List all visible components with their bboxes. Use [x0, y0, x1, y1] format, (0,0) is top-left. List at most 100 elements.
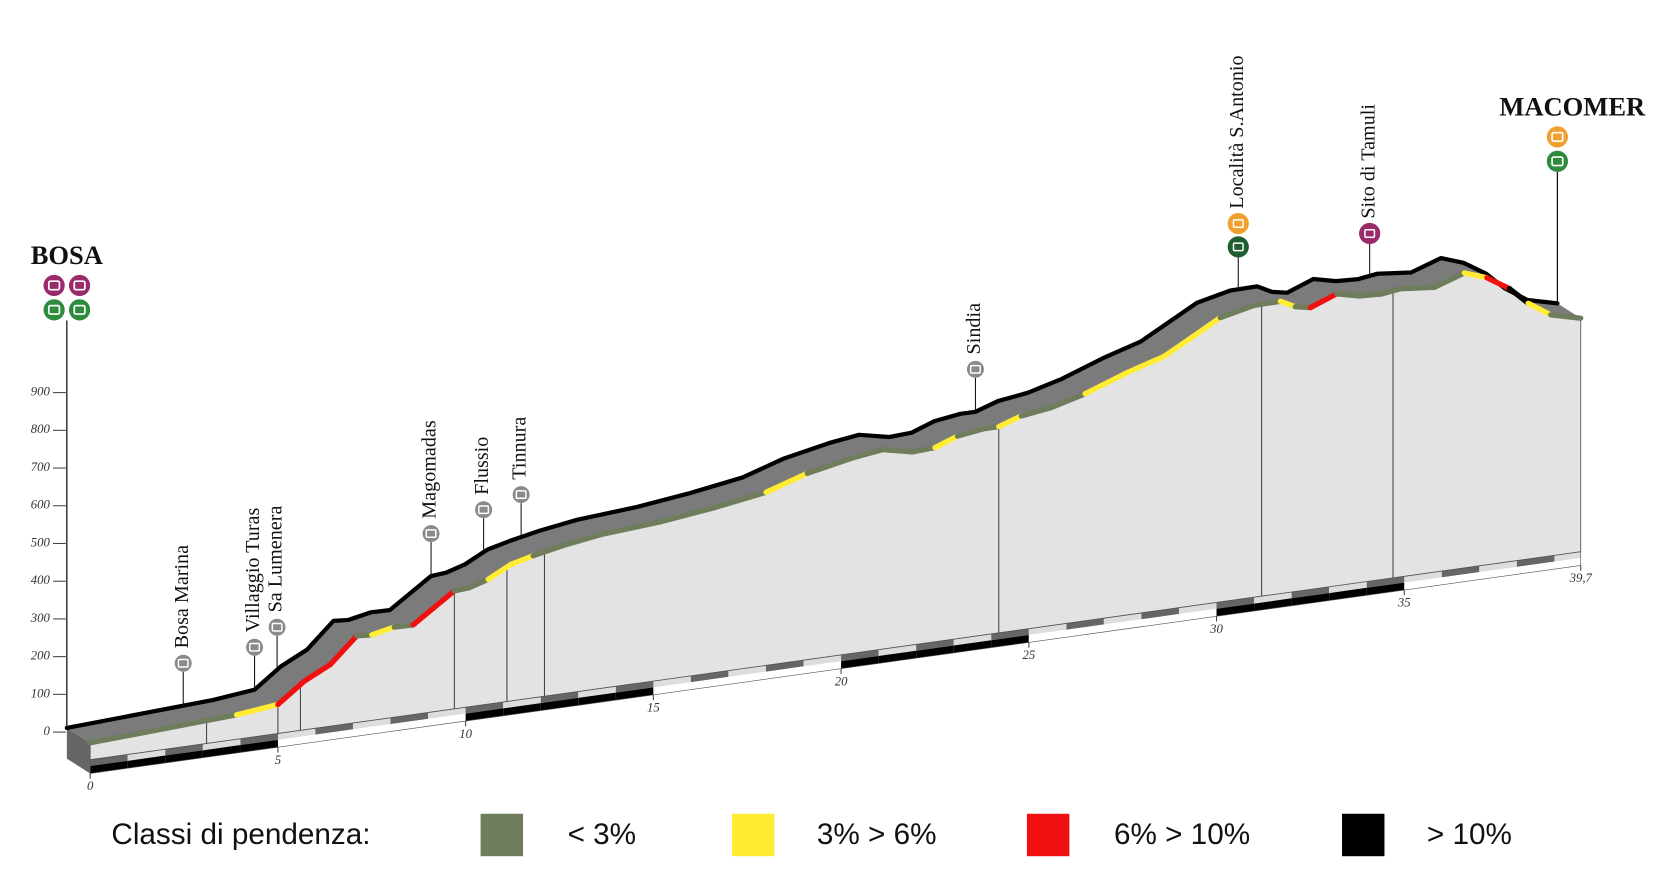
slope-segment [763, 470, 810, 495]
y-tick-label: 500 [31, 535, 51, 549]
ruler-band [878, 650, 917, 664]
ruler-band [1404, 577, 1442, 591]
waypoint-major-label: MACOMER [1499, 91, 1646, 121]
waypoint-icon [512, 486, 530, 504]
waypoint-icon-glyph [177, 658, 189, 668]
waypoint-icon [246, 638, 264, 656]
ruler-band [1103, 612, 1142, 625]
waypoint-icon [1546, 150, 1569, 172]
ruler-band [991, 635, 1029, 648]
ruler-band [1516, 561, 1555, 575]
ruler-band [315, 722, 353, 735]
x-tick-label: 39,7 [1569, 571, 1593, 585]
ruler-band [728, 671, 766, 685]
y-tick-label: 0 [44, 724, 51, 738]
waypoint-icon [68, 299, 91, 321]
legend-label: 6% > 10% [1114, 818, 1250, 851]
waypoint-icon-glyph [73, 304, 86, 315]
slope-segment [1506, 285, 1531, 306]
slope-segment [530, 542, 566, 559]
waypoint-icon [1227, 236, 1249, 258]
ruler-band [202, 738, 241, 751]
slope-segment [233, 701, 281, 718]
ruler-band [165, 750, 203, 763]
ruler-band [1366, 576, 1405, 588]
waypoint-icon-glyph [47, 280, 61, 291]
slope-segment [369, 624, 397, 638]
ruler-band [127, 749, 166, 761]
slope-segment [87, 712, 240, 746]
profile-back-edge [64, 255, 1560, 731]
ruler-band [803, 661, 842, 674]
slope-segment [1187, 314, 1223, 342]
ruler-band [1329, 581, 1367, 594]
ruler-band [878, 644, 917, 657]
slope-segment [485, 561, 514, 583]
slope-segment [1018, 404, 1054, 419]
ruler-band [690, 676, 729, 690]
slope-segment [1548, 312, 1584, 321]
slope-segment [658, 505, 717, 525]
slope-segment [909, 444, 938, 455]
slope-segment [598, 519, 664, 538]
waypoint-icon-glyph [271, 622, 283, 632]
x-tick-label: 5 [275, 753, 281, 767]
ruler-band [1479, 560, 1517, 573]
legend-title: Classi di pendenza: [111, 818, 370, 851]
profile-side [66, 727, 91, 774]
ruler-band [991, 628, 1029, 641]
slope-segment [996, 413, 1024, 430]
ruler-band [90, 754, 128, 767]
slope-segment [710, 489, 769, 511]
ruler-band [1141, 614, 1179, 627]
waypoint-label: Tinnura [509, 417, 531, 480]
y-tick-label: 900 [31, 385, 51, 399]
ruler-band [1178, 608, 1217, 622]
ruler-band [428, 707, 466, 719]
ruler-band [1329, 587, 1367, 601]
ruler-band [615, 681, 654, 693]
ruler-band [465, 708, 504, 722]
ruler-band [841, 649, 879, 662]
ruler-band [390, 712, 429, 725]
waypoint-icon [1546, 126, 1569, 148]
ruler-band [1366, 582, 1405, 596]
slope-segment [1307, 291, 1340, 311]
legend-swatch [1026, 813, 1070, 857]
slope-segment [1461, 270, 1490, 281]
slope-segment [1334, 291, 1362, 299]
ruler-band [1441, 565, 1480, 578]
legend-label: 3% > 6% [817, 818, 937, 851]
waypoint-label: Magomadas [419, 420, 441, 519]
ruler-band [653, 682, 691, 695]
ruler-band [1103, 619, 1142, 632]
waypoint-icon-glyph [515, 490, 527, 500]
ruler-band [1404, 571, 1442, 583]
ruler-band [240, 739, 278, 753]
y-tick-label: 100 [31, 686, 51, 700]
waypoint-label: Bosa Marina [171, 545, 193, 649]
ruler-band [465, 702, 504, 714]
ruler-band [240, 733, 278, 746]
ruler-band [540, 691, 579, 704]
waypoint-icon [1359, 222, 1381, 245]
y-tick-label: 400 [31, 573, 51, 587]
waypoint-icon-glyph [47, 304, 61, 315]
slope-segment [1161, 335, 1193, 360]
waypoint-icon [68, 274, 91, 297]
waypoint-icon-glyph [1551, 131, 1564, 143]
ruler-band [277, 728, 316, 740]
ruler-band [916, 639, 954, 651]
x-tick-label: 35 [1397, 596, 1411, 610]
ruler-band [1291, 586, 1330, 599]
ruler-band [1178, 602, 1217, 615]
waypoint-icon [422, 525, 440, 543]
ruler-band [690, 670, 729, 683]
y-tick-label: 200 [31, 649, 51, 663]
slope-segment [301, 661, 334, 684]
ruler-band [615, 687, 654, 701]
x-tick-label: 10 [459, 727, 472, 741]
slope-segment [1123, 353, 1167, 376]
slope-segment [275, 678, 307, 708]
y-tick-label: 300 [30, 611, 51, 625]
